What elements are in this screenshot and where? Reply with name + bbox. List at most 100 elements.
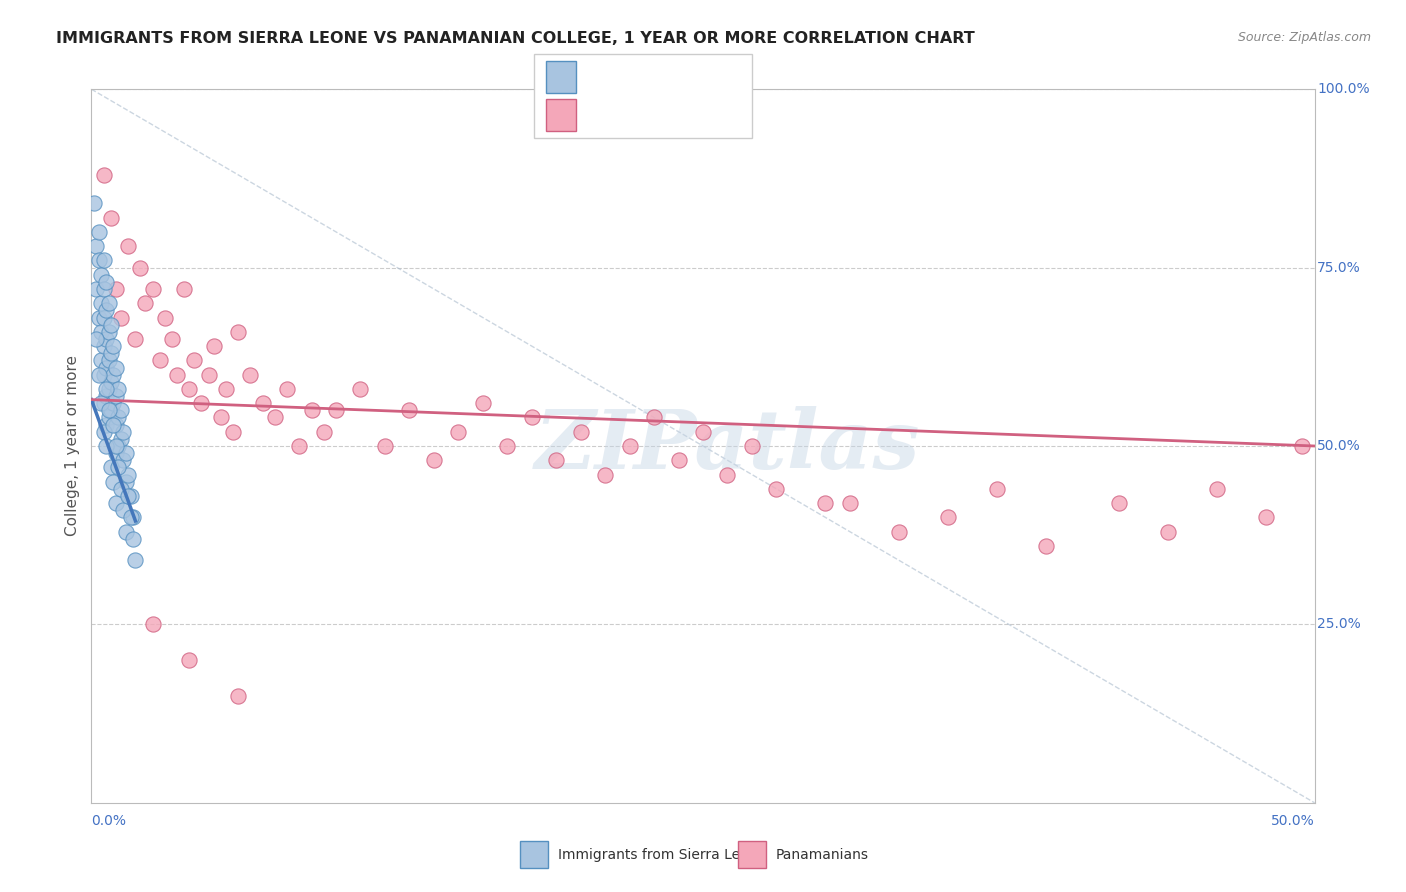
Point [312, 425, 335, 439]
Point [141, 282, 163, 296]
Text: 63: 63 [714, 108, 735, 122]
Point [100, 375, 122, 389]
Point [1205, 482, 1227, 496]
Point [94, 382, 117, 396]
Point [114, 524, 136, 539]
Point [107, 410, 129, 425]
Point [103, 475, 125, 489]
Point [93, 310, 115, 325]
Point [90, 396, 112, 410]
Point [134, 296, 156, 310]
Point [1035, 539, 1057, 553]
Point [349, 382, 371, 396]
Point [122, 532, 145, 546]
Point [222, 425, 245, 439]
Point [100, 403, 122, 417]
Text: R =: R = [588, 108, 621, 122]
Point [97, 382, 120, 396]
Point [94, 303, 117, 318]
Point [94, 439, 117, 453]
Point [198, 368, 221, 382]
Point [122, 510, 145, 524]
Point [838, 496, 860, 510]
Point [93, 168, 115, 182]
Point [97, 353, 120, 368]
Point [887, 524, 910, 539]
Point [103, 396, 125, 410]
Point [447, 425, 470, 439]
Point [124, 332, 146, 346]
Point [264, 410, 287, 425]
Point [97, 296, 120, 310]
Point [173, 282, 195, 296]
Point [90, 353, 112, 368]
Point [84, 282, 107, 296]
Point [117, 467, 139, 482]
Point [87, 368, 110, 382]
Point [520, 410, 543, 425]
Point [117, 239, 139, 253]
Point [124, 553, 146, 567]
Point [668, 453, 690, 467]
Point [496, 439, 519, 453]
Point [1291, 439, 1313, 453]
Text: N =: N = [683, 108, 717, 122]
Point [110, 310, 132, 325]
Text: IMMIGRANTS FROM SIERRA LEONE VS PANAMANIAN COLLEGE, 1 YEAR OR MORE CORRELATION C: IMMIGRANTS FROM SIERRA LEONE VS PANAMANI… [56, 31, 974, 46]
Point [153, 310, 176, 325]
Point [97, 410, 120, 425]
Text: ZIPatlas: ZIPatlas [534, 406, 920, 486]
Point [814, 496, 837, 510]
Point [93, 368, 115, 382]
Point [129, 260, 152, 275]
Point [93, 282, 115, 296]
Point [94, 389, 117, 403]
Point [87, 310, 110, 325]
Point [104, 446, 127, 460]
Text: 0.0%: 0.0% [91, 814, 127, 828]
Point [110, 432, 132, 446]
Point [374, 439, 396, 453]
Text: 50.0%: 50.0% [1271, 814, 1315, 828]
Point [103, 339, 125, 353]
Point [141, 617, 163, 632]
Point [112, 453, 135, 467]
Point [87, 225, 110, 239]
Point [100, 460, 122, 475]
Point [94, 360, 117, 375]
Point [94, 332, 117, 346]
Point [643, 410, 665, 425]
Point [93, 339, 115, 353]
Text: Immigrants from Sierra Leone: Immigrants from Sierra Leone [558, 847, 766, 862]
Text: Panamanians: Panamanians [776, 847, 869, 862]
Point [120, 489, 142, 503]
Point [94, 275, 117, 289]
Point [107, 439, 129, 453]
Point [1108, 496, 1130, 510]
Point [160, 332, 183, 346]
Point [83, 196, 105, 211]
Point [398, 403, 420, 417]
Point [120, 510, 142, 524]
Text: -0.071: -0.071 [619, 108, 673, 122]
Point [569, 425, 592, 439]
Point [190, 396, 212, 410]
Text: 70: 70 [714, 70, 735, 84]
Point [114, 475, 136, 489]
Point [239, 368, 262, 382]
Point [90, 268, 112, 282]
Point [288, 439, 311, 453]
Point [423, 453, 446, 467]
Point [97, 403, 120, 417]
Point [179, 382, 201, 396]
Point [741, 439, 763, 453]
Point [93, 396, 115, 410]
Point [179, 653, 201, 667]
Text: R =: R = [588, 70, 621, 84]
Text: 100.0%: 100.0% [1317, 82, 1369, 96]
Point [209, 410, 232, 425]
Point [276, 382, 298, 396]
Point [226, 689, 249, 703]
Point [114, 446, 136, 460]
Point [166, 368, 188, 382]
